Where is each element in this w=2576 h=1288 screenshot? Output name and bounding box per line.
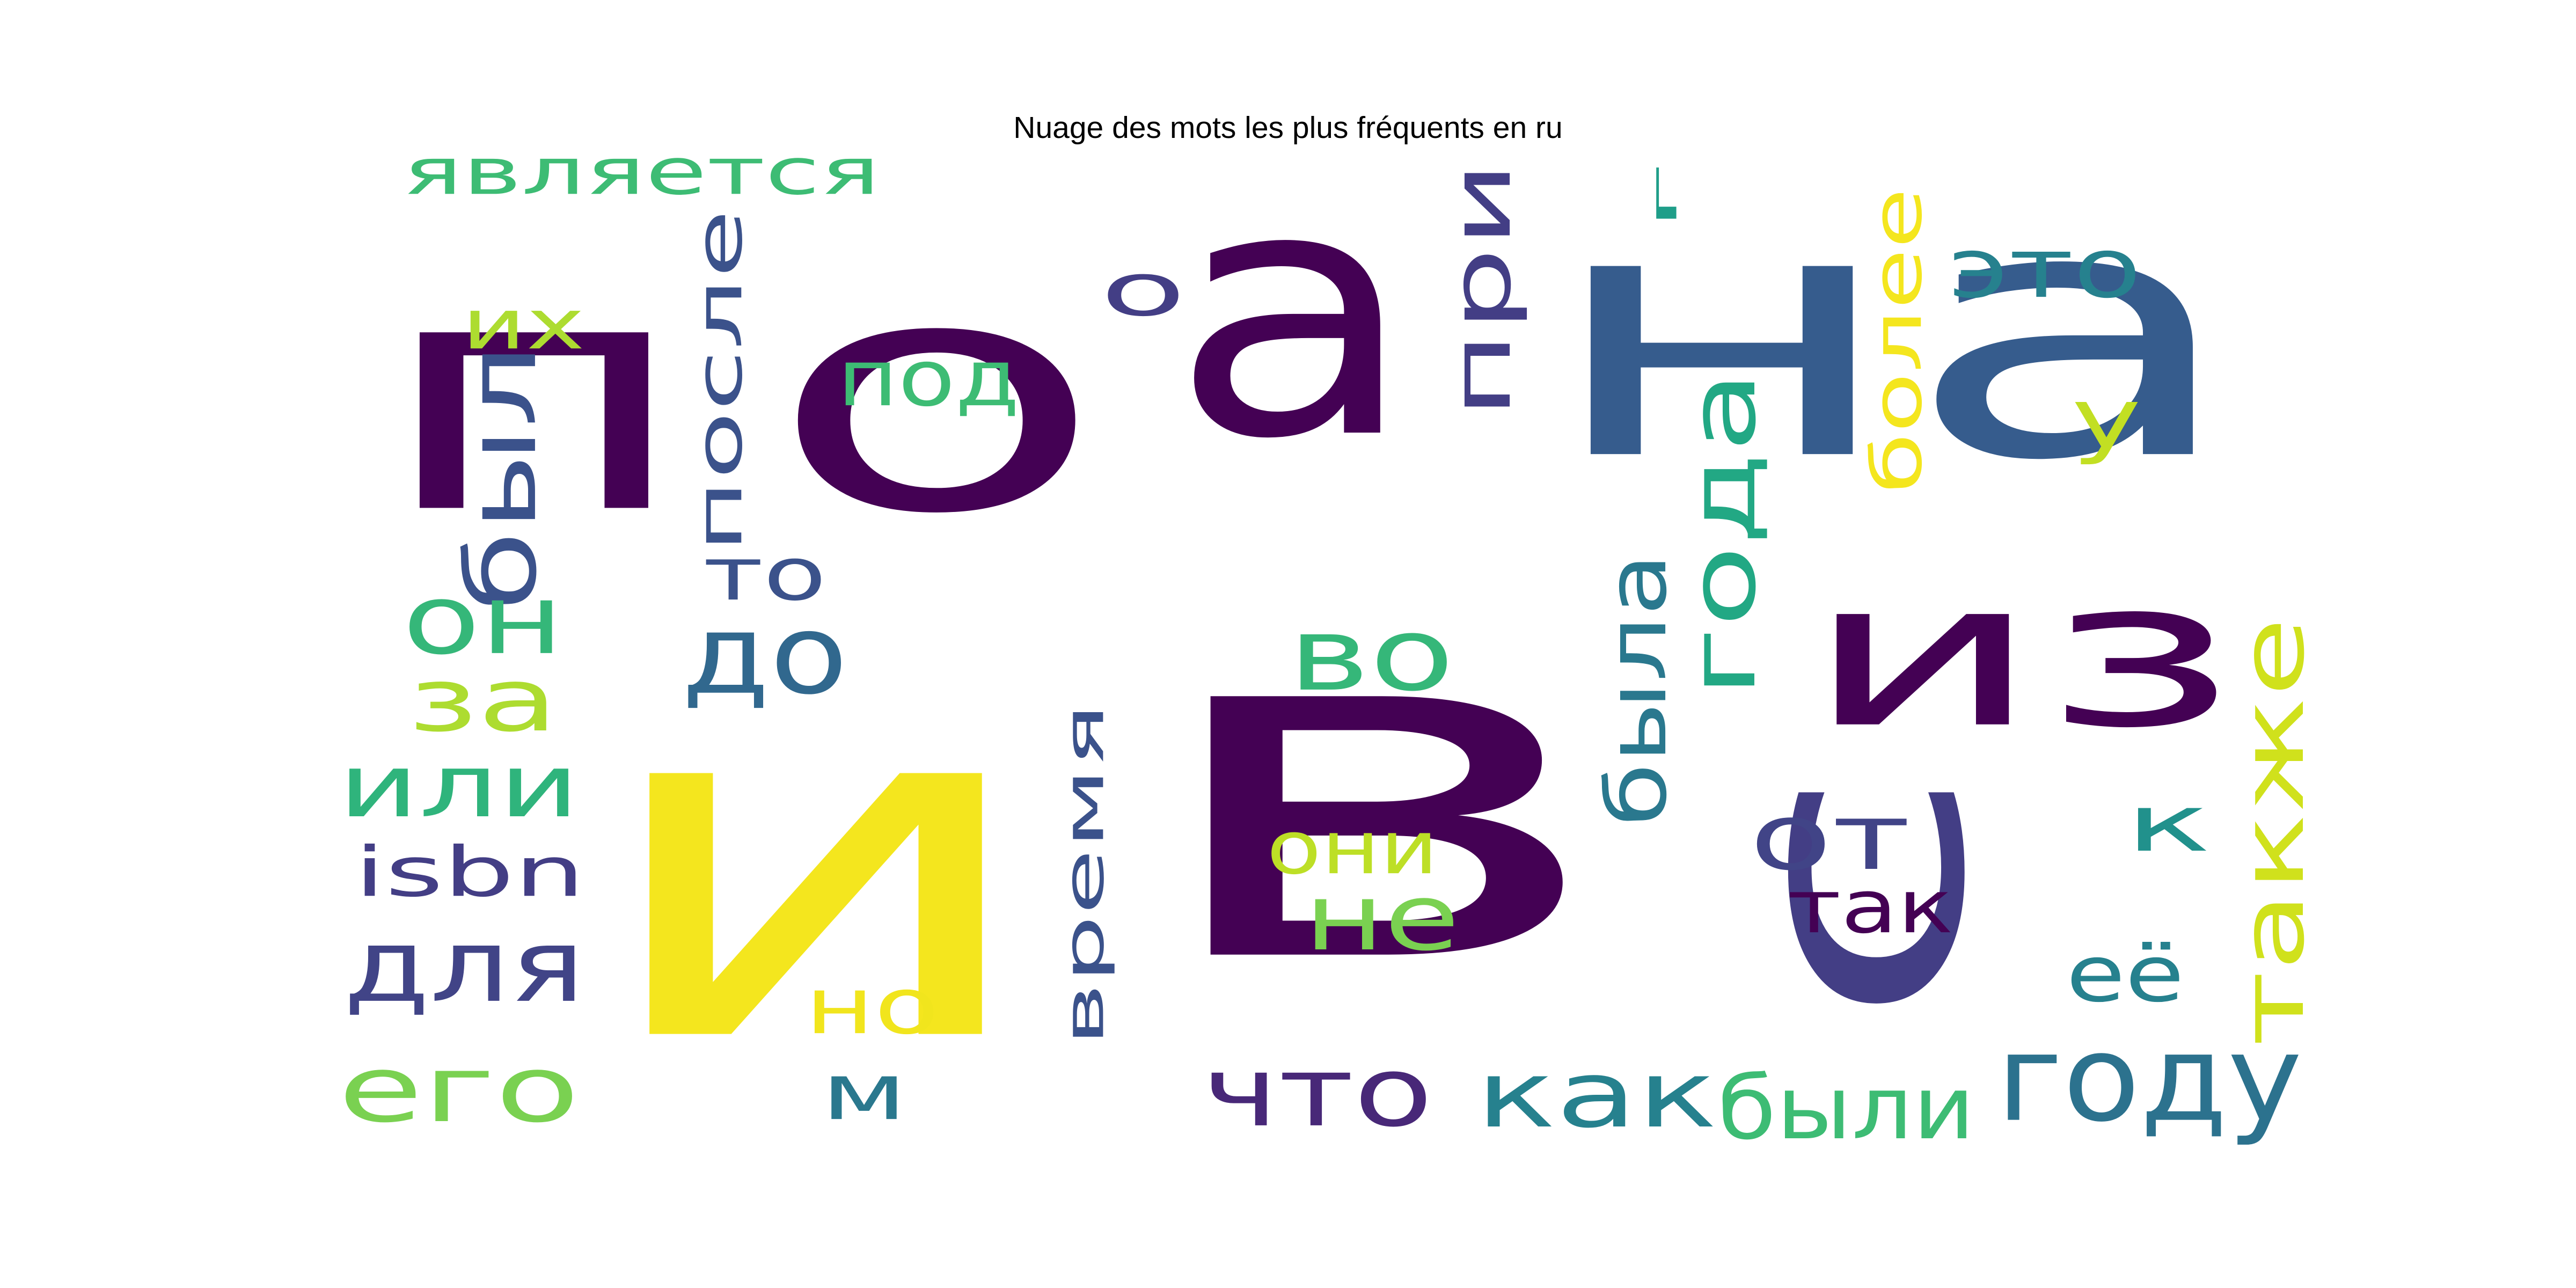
cloud-word-43-433-43e-434-443: году bbox=[1996, 1009, 2302, 1148]
cloud-word-12-431-43e-43b-435-435: более bbox=[1857, 188, 1937, 494]
cloud-word-41-43a-430-43a: как bbox=[1476, 1042, 1717, 1148]
cloud-word-29-43e-442: от bbox=[1750, 784, 1911, 891]
cloud-word-0-432: в bbox=[1138, 516, 1610, 1066]
cloud-word-27-438-43b-438: или bbox=[338, 736, 580, 837]
cloud-word-30-43a: к bbox=[2125, 779, 2211, 869]
cloud-word-7-438-437: из bbox=[1803, 537, 2238, 772]
cloud-word-13-43e: о bbox=[1100, 247, 1186, 333]
cloud-word-2-43d-430: на bbox=[1540, 135, 2243, 536]
cloud-word-3-430: а bbox=[1170, 113, 1417, 514]
cloud-word-17-443: у bbox=[2072, 370, 2141, 466]
cloud-word-26-442-430-43a-436-435: также bbox=[2222, 617, 2324, 1046]
cloud-word-36-435-451: её bbox=[2066, 929, 2184, 1020]
cloud-word-22-434-43e: до bbox=[682, 591, 848, 719]
cloud-word-8-44f-432-43b-44f-435-442-441-44f: является bbox=[402, 134, 880, 209]
cloud-word-21-43e-43d: он bbox=[402, 564, 564, 676]
chart-title: Nuage des mots les plus fréquents en ru bbox=[1013, 111, 1563, 145]
cloud-word-31-isbn: isbn bbox=[354, 832, 585, 912]
cloud-word-37-43d-43e: но bbox=[805, 961, 939, 1051]
cloud-word-11-44d-442-43e: это bbox=[1948, 220, 2141, 316]
cloud-word-16-43f-43e-434: под bbox=[837, 333, 1020, 424]
cloud-word-1-438: и bbox=[585, 591, 1046, 1147]
cloud-word-19-433-43e-434-430: года bbox=[1670, 370, 1776, 698]
cloud-word-5-43e: о bbox=[767, 210, 1106, 584]
cloud-word-34-43d-435: не bbox=[1304, 865, 1460, 971]
cloud-word-20-442-43e: то bbox=[703, 532, 826, 617]
cloud-word-23-432-43e: во bbox=[1288, 596, 1454, 714]
cloud-word-35-434-43b-44f: для bbox=[343, 908, 585, 1025]
cloud-word-38-435-433-43e: его bbox=[338, 1036, 580, 1143]
cloud-word-25-431-44b-43b-430: была bbox=[1590, 553, 1686, 826]
cloud-word-6-441: с bbox=[1675, 762, 2033, 1030]
cloud-word-42-431-44b-43b-438: были bbox=[1717, 1058, 1975, 1159]
cloud-word-40-447-442-43e: что bbox=[1202, 1036, 1433, 1148]
cloud-word-24-437-430: за bbox=[408, 649, 558, 751]
cloud-word-15-43f-43e-441-43b-435: после bbox=[682, 209, 757, 553]
cloud-word-33-442-430-43a: так bbox=[1787, 865, 1953, 950]
cloud-word-28-432-440-435-43c-44f: время bbox=[1052, 703, 1116, 1046]
cloud-word-18-431-44b-43b: был bbox=[445, 343, 558, 612]
cloud-word-32-43e-43d-438: они bbox=[1267, 806, 1438, 891]
cloud-word-39-43c: м bbox=[821, 1046, 907, 1137]
cloud-word-10-43f-440-438: при bbox=[1433, 161, 1529, 419]
cloud-word-9-433: г bbox=[1642, 161, 1685, 231]
cloud-word-4-43f: п bbox=[376, 210, 692, 584]
cloud-word-14-438-445: их bbox=[462, 284, 585, 365]
